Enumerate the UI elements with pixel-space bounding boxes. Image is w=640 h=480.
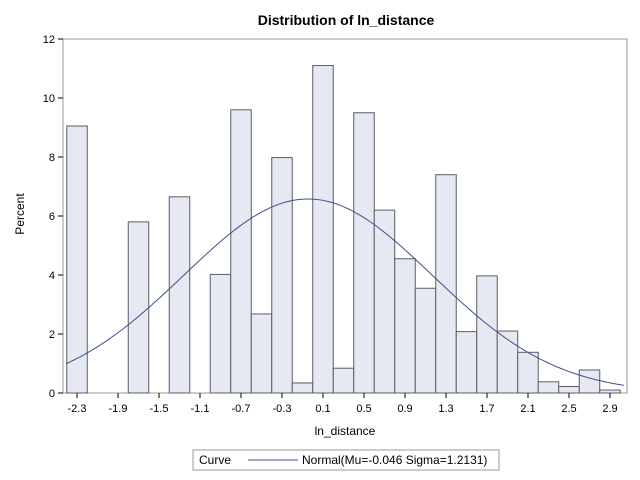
x-axis: -2.3 -1.9 -1.5 -1.1 -0.7 -0.3 0.1 0.5 0.9 1.3 1.7 2… <box>68 393 618 415</box>
x-tick-label: 1.3 <box>438 403 453 415</box>
x-tick-label: -2.3 <box>68 403 87 415</box>
histogram-bar <box>312 65 334 394</box>
y-tick-label: 10 <box>43 93 55 105</box>
x-tick-label: -0.3 <box>273 403 292 415</box>
normal-curve <box>65 198 625 386</box>
histogram-bar <box>168 196 191 394</box>
legend-title: Curve <box>199 453 231 467</box>
histogram-bar <box>476 275 498 394</box>
histogram-bar <box>332 367 355 394</box>
x-tick-label: 2.9 <box>602 403 617 415</box>
histogram-bar <box>537 381 560 394</box>
histogram-bar <box>250 313 273 394</box>
histogram-bar <box>230 109 252 394</box>
x-tick-label: -1.1 <box>191 403 210 415</box>
x-tick-label: 0.9 <box>397 403 412 415</box>
y-tick-label: 6 <box>49 211 55 223</box>
histogram-bar <box>209 273 232 394</box>
x-tick-label: -1.9 <box>109 403 128 415</box>
y-tick-label: 8 <box>49 152 55 164</box>
histogram-bar <box>271 157 293 394</box>
legend-box <box>192 449 500 471</box>
histogram-bar <box>455 331 478 394</box>
x-tick-label: 2.5 <box>561 403 576 415</box>
histogram-bar <box>414 287 437 394</box>
histogram-bar <box>127 221 150 394</box>
histogram-bar <box>578 369 601 394</box>
x-tick-label: 1.7 <box>479 403 494 415</box>
histogram-bar <box>291 382 314 394</box>
x-axis-label: ln_distance <box>315 424 376 438</box>
histogram-bar <box>66 125 88 394</box>
legend-curve-label: Normal(Mu=-0.046 Sigma=1.2131) <box>302 453 487 467</box>
x-tick-label: 0.1 <box>315 403 330 415</box>
x-tick-label: -0.7 <box>232 403 251 415</box>
histogram-bar <box>373 209 396 394</box>
histogram-bar <box>517 351 539 394</box>
y-tick-label: 12 <box>43 34 55 46</box>
x-tick-label: 0.5 <box>356 403 371 415</box>
histogram-bar <box>353 112 375 394</box>
histogram-bar <box>599 389 621 394</box>
y-tick-label: 4 <box>49 270 55 282</box>
y-axis: 0 2 4 6 8 10 12 <box>43 34 63 400</box>
y-tick-label: 0 <box>49 388 55 400</box>
x-tick-label: -1.5 <box>150 403 169 415</box>
chart-title: Distribution of ln_distance <box>258 12 435 28</box>
histogram-bar <box>394 258 416 394</box>
bars-group <box>66 65 621 394</box>
histogram-bar <box>435 174 457 394</box>
histogram-bar <box>496 330 519 394</box>
y-axis-label: Percent <box>13 193 27 235</box>
x-tick-label: 2.1 <box>520 403 535 415</box>
legend: Curve Normal(Mu=-0.046 Sigma=1.2131) <box>192 449 500 471</box>
y-tick-label: 2 <box>49 329 55 341</box>
histogram-bar <box>558 386 580 394</box>
